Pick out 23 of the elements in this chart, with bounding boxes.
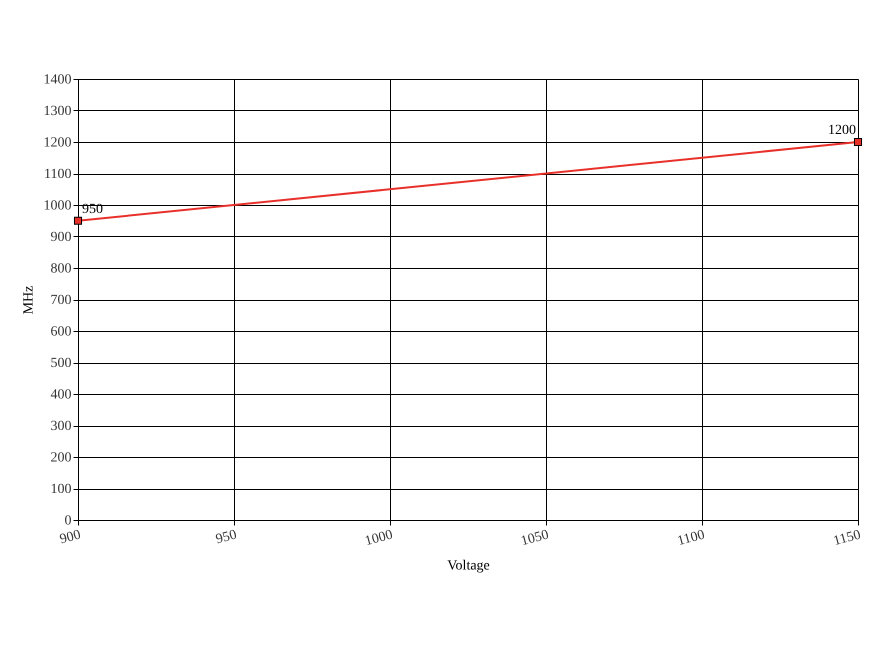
- y-tick-label: 800: [50, 262, 72, 276]
- x-axis-title: Voltage: [447, 558, 490, 574]
- y-tick-label: 300: [50, 419, 72, 434]
- y-tick-label: 500: [50, 356, 72, 371]
- data-label: 1200: [828, 123, 856, 138]
- x-tick-label: 1000: [363, 528, 394, 550]
- y-tick-label: 1000: [44, 198, 72, 214]
- y-tick-label: 900: [50, 230, 72, 245]
- y-tick-label: 700: [50, 293, 72, 308]
- y-tick-label: 1400: [44, 72, 72, 88]
- y-tick-label: 100: [50, 482, 72, 497]
- y-tick-label: 1300: [44, 104, 72, 119]
- y-tick-label: 400: [50, 388, 72, 402]
- y-tick-label: 600: [50, 324, 72, 340]
- y-tick-label: 200: [50, 450, 72, 466]
- y-tick-label: 0: [64, 514, 72, 528]
- x-tick-label: 950: [214, 528, 238, 548]
- y-tick-label: 1200: [44, 136, 72, 150]
- x-tick-label: 1100: [676, 528, 706, 550]
- y-tick-label: 1100: [44, 167, 72, 182]
- y-axis-title: MHz: [22, 286, 36, 314]
- x-tick-label: 1050: [519, 528, 550, 550]
- x-tick-label: 1150: [832, 528, 862, 550]
